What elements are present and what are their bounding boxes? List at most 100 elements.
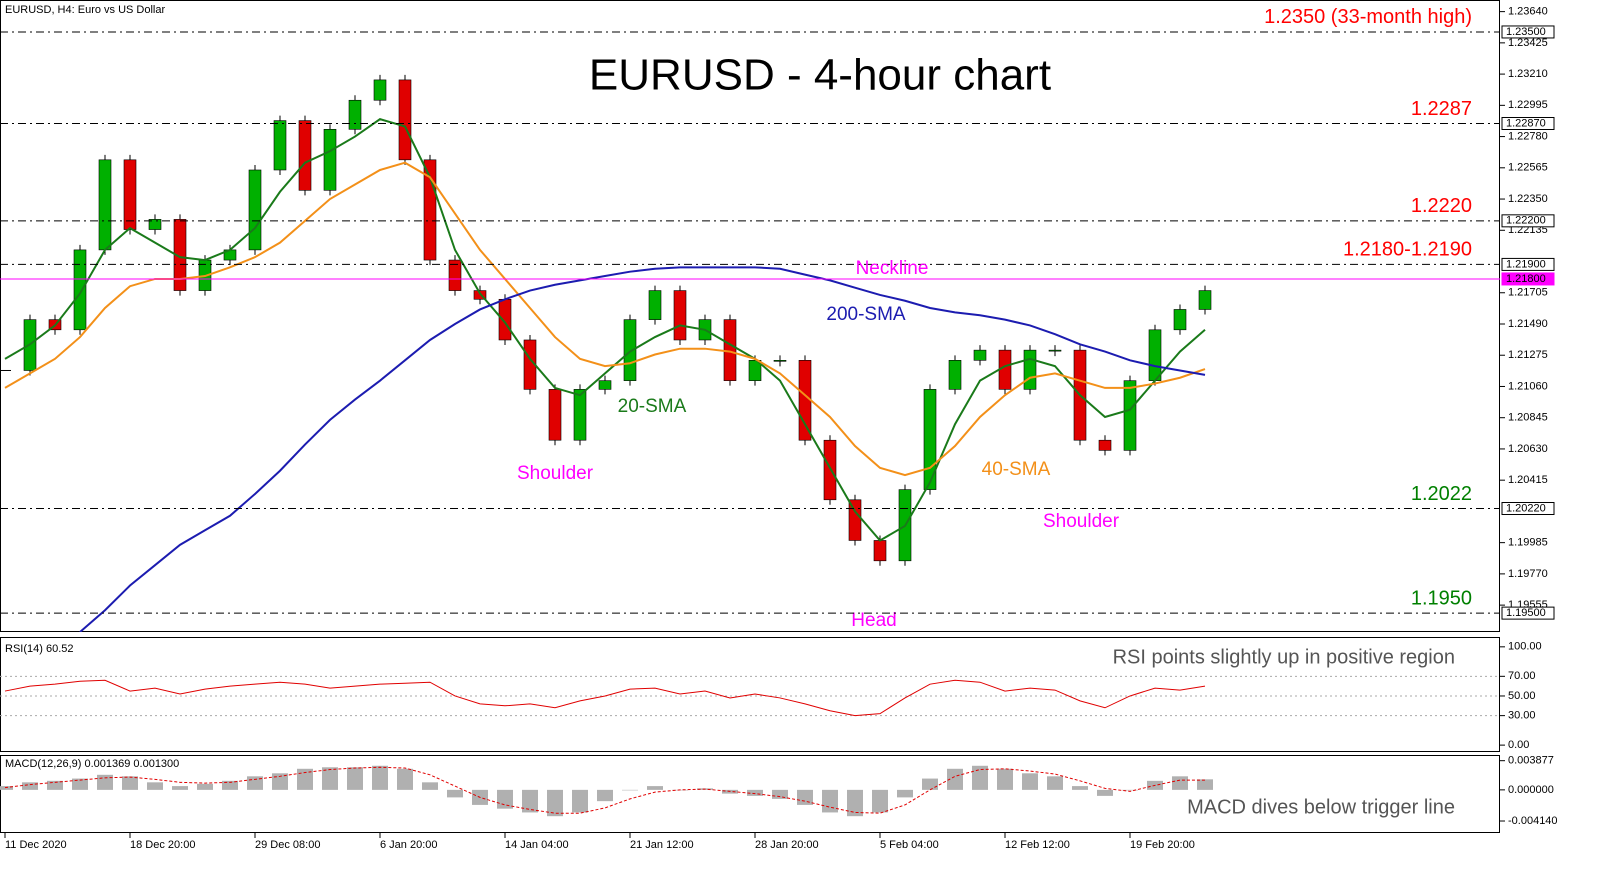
y-tick-label: 1.19985	[1508, 537, 1548, 549]
x-tick-label: 21 Jan 12:00	[630, 839, 694, 851]
price-tag	[1501, 116, 1555, 130]
rsi-title: RSI(14) 60.52	[5, 643, 73, 655]
macd-panel	[0, 755, 1500, 833]
candle	[248, 169, 262, 251]
histogram-bar	[1022, 773, 1038, 790]
candle	[998, 349, 1012, 390]
histogram-bar	[222, 780, 238, 790]
candle	[448, 259, 462, 291]
candle	[73, 249, 87, 331]
y-tick-label: 1.23210	[1508, 68, 1548, 80]
y-tick-label: 1.23640	[1508, 6, 1548, 18]
y-tick-label: 1.21490	[1508, 318, 1548, 330]
annotation: Head	[851, 610, 896, 631]
level-label: 1.2180-1.2190	[1343, 239, 1472, 261]
level-label: 1.1950	[1411, 587, 1472, 609]
y-tick-label: 30.00	[1508, 710, 1536, 722]
candle	[273, 120, 287, 171]
histogram-bar	[747, 789, 763, 796]
histogram-bar	[122, 776, 138, 790]
y-tick-label: 1.22350	[1508, 193, 1548, 205]
x-tick-label: 14 Jan 04:00	[505, 839, 569, 851]
price-tag-label: 1.21900	[1506, 258, 1546, 270]
neckline-label: Neckline	[856, 258, 929, 279]
price-tag-label: 1.22870	[1506, 117, 1546, 129]
histogram-bar	[522, 789, 538, 813]
sma-line	[79, 266, 1206, 632]
series-label: 200-SMA	[826, 304, 906, 325]
y-tick-label: 1.22780	[1508, 130, 1548, 142]
y-tick-label: -0.004140	[1508, 815, 1558, 827]
candle	[948, 360, 962, 390]
histogram-bar	[647, 786, 663, 790]
histogram-bar	[272, 773, 288, 790]
candle	[573, 389, 587, 441]
histogram-bar	[997, 768, 1013, 790]
candle	[348, 99, 362, 130]
histogram-bar	[872, 789, 888, 813]
y-tick-label: 1.20630	[1508, 443, 1548, 455]
histogram-bar	[822, 789, 838, 813]
candle	[298, 120, 312, 191]
candle	[548, 389, 562, 441]
candle	[1198, 290, 1212, 310]
annotation: Shoulder	[1043, 511, 1120, 532]
chart-subtitle: EURUSD, H4: Euro vs US Dollar	[5, 4, 165, 16]
histogram-bar	[397, 768, 413, 790]
price-tag	[1501, 606, 1555, 620]
candle	[848, 499, 862, 541]
candle	[373, 79, 387, 101]
histogram-bar	[497, 789, 513, 809]
histogram-bar	[922, 778, 938, 790]
candle	[973, 349, 987, 361]
histogram-bar	[622, 789, 638, 791]
rsi-line	[4, 679, 1206, 717]
level-label: 1.2287	[1411, 98, 1472, 120]
candle	[798, 360, 812, 441]
candle	[648, 290, 662, 320]
annotation: Shoulder	[517, 463, 594, 484]
x-tick-label: 28 Jan 20:00	[755, 839, 819, 851]
level-label: 1.2350 (33-month high)	[1264, 6, 1472, 28]
price-plot	[0, 74, 1212, 632]
histogram-bar	[947, 768, 963, 790]
candle	[123, 159, 137, 230]
candle	[823, 439, 837, 501]
y-tick-label: 50.00	[1508, 690, 1536, 702]
x-tick-label: 11 Dec 2020	[5, 839, 67, 851]
price-panel	[0, 0, 1500, 632]
histogram-bar	[772, 789, 788, 799]
macd-title: MACD(12,26,9) 0.001369 0.001300	[5, 758, 179, 770]
histogram-bar	[1122, 789, 1138, 791]
candle	[598, 380, 612, 390]
histogram-bar	[1047, 776, 1063, 790]
price-tag-label: 1.20220	[1506, 502, 1546, 514]
price-tag	[1501, 502, 1555, 516]
candle	[398, 79, 412, 161]
y-tick-label: 1.20415	[1508, 474, 1548, 486]
x-tick-label: 12 Feb 12:00	[1005, 839, 1070, 851]
histogram-bar	[447, 789, 463, 798]
price-tag	[1501, 25, 1555, 39]
histogram-bar	[22, 782, 38, 790]
y-tick-label: 1.19770	[1508, 568, 1548, 580]
macd-note: MACD dives below trigger line	[1187, 796, 1455, 818]
histogram-bar	[547, 789, 563, 817]
histogram-bar	[422, 782, 438, 790]
candle	[323, 129, 337, 191]
x-tick-label: 19 Feb 20:00	[1130, 839, 1195, 851]
histogram-bar	[1172, 776, 1188, 790]
histogram-bar	[197, 783, 213, 790]
y-tick-label: 100.00	[1508, 641, 1542, 653]
histogram-bar	[372, 765, 388, 790]
candle	[1123, 380, 1137, 451]
y-tick-label: 1.21705	[1508, 287, 1548, 299]
y-tick-label: 0.000000	[1508, 784, 1554, 796]
y-tick-label: 70.00	[1508, 670, 1536, 682]
candle	[1173, 309, 1187, 331]
candle	[748, 360, 762, 381]
histogram-bar	[597, 789, 613, 802]
candle	[148, 219, 162, 230]
series-label: 40-SMA	[982, 459, 1051, 480]
price-tag-label: 1.21800	[1506, 273, 1546, 285]
